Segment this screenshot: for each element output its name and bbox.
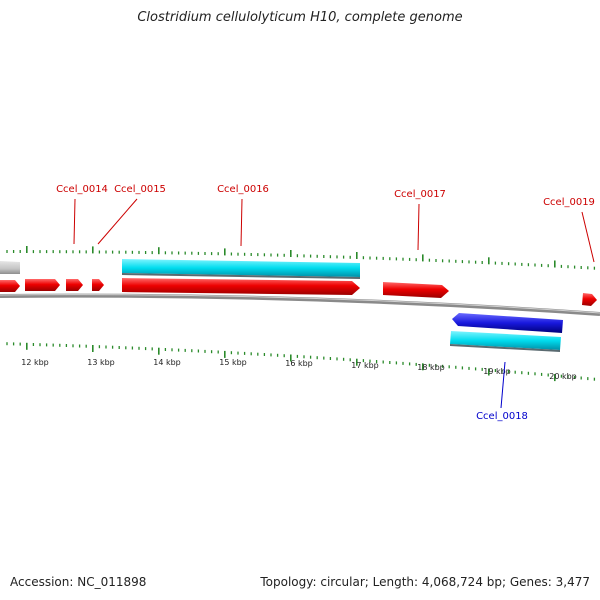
gene-label-leader — [240, 198, 243, 247]
gene-arrow-ccel-0014 — [66, 279, 83, 291]
gene-labels: Ccel_0014 Ccel_0015 Ccel_0016 Ccel_0017 Ccel… — [56, 184, 595, 422]
scale-label: 16 kbp — [285, 359, 313, 368]
scale-label: 14 kbp — [153, 358, 181, 367]
gene-arrow-ccel-0017 — [383, 282, 449, 298]
gene-label-leader — [500, 361, 506, 409]
genome-title: Clostridium cellulolyticum H10, complete… — [137, 10, 463, 25]
gene-label: Ccel_0018 — [476, 411, 528, 422]
gene-label: Ccel_0016 — [217, 184, 269, 195]
gene-arrow-ccel-0015 — [92, 279, 104, 291]
topology-summary: Topology: circular; Length: 4,068,724 bp… — [260, 575, 590, 589]
scale-label: 12 kbp — [21, 358, 49, 367]
scale-ticks-bottom — [6, 342, 596, 382]
gene-label: Ccel_0015 — [114, 184, 166, 195]
scale-label: 15 kbp — [219, 358, 247, 367]
gene-label-leader — [581, 211, 595, 263]
cyan-feature-ccel-0018 — [450, 331, 561, 352]
gray-feature — [0, 261, 20, 274]
gene-arrow-forward-2 — [25, 279, 60, 291]
gene-arrow-forward-1 — [0, 280, 20, 292]
gene-label: Ccel_0014 — [56, 184, 108, 195]
gene-label-leader — [97, 198, 138, 245]
gene-arrow-ccel-0018 — [452, 313, 563, 333]
scale-label: 13 kbp — [87, 358, 115, 367]
gene-arrow-ccel-0016 — [122, 278, 360, 295]
scale-ticks-top — [6, 246, 596, 270]
scale-label: 18 kbp — [417, 363, 445, 372]
cyan-feature-ccel-0016 — [122, 259, 360, 279]
gene-label-leader — [73, 198, 76, 245]
scale-labels: 12 kbp 13 kbp 14 kbp 15 kbp 16 kbp 17 kbp 18 k… — [21, 358, 577, 381]
scale-label: 20 kbp — [549, 372, 577, 381]
scale-label: 17 kbp — [351, 361, 379, 370]
accession-text: Accession: NC_011898 — [10, 575, 147, 589]
gene-label: Ccel_0019 — [543, 197, 595, 208]
genome-backbone — [0, 293, 600, 316]
gene-arrow-ccel-0019 — [582, 293, 597, 306]
gene-label-leader — [417, 203, 420, 251]
genome-backbone-highlight — [0, 294, 600, 314]
gene-label: Ccel_0017 — [394, 189, 446, 200]
scale-label: 19 kbp — [483, 367, 511, 376]
